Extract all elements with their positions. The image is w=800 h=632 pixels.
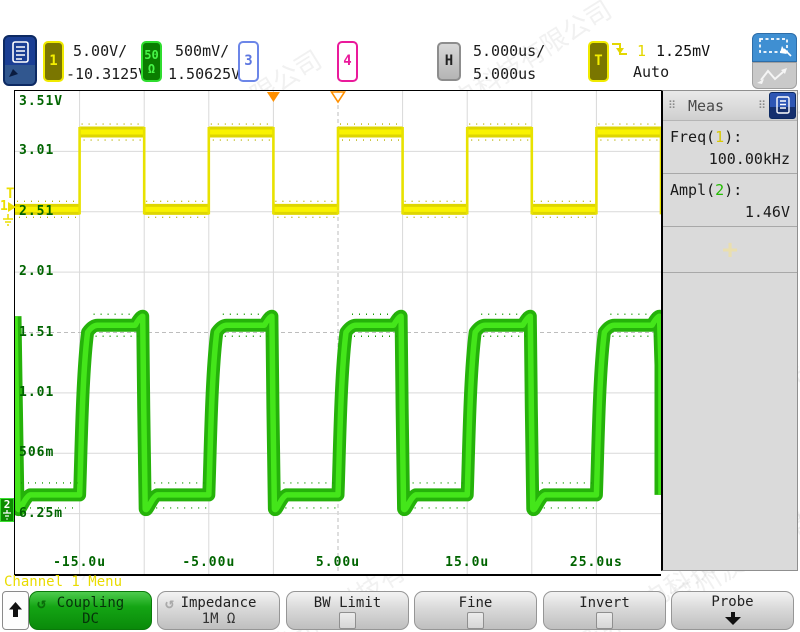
measurement-panel-header[interactable]: ⠿ Meas ⠿ bbox=[663, 91, 797, 121]
channel4-badge[interactable]: 4 bbox=[337, 41, 358, 82]
measurement-label: Ampl(2): bbox=[670, 181, 743, 199]
horizontal-readout[interactable]: 5.000us/ 5.000us bbox=[466, 40, 545, 86]
softkey-impedance[interactable]: ↺ Impedance 1M Ω bbox=[157, 591, 280, 630]
measurement-value: 1.46V bbox=[744, 203, 790, 221]
back-button[interactable] bbox=[2, 591, 29, 630]
measurement-panel: ⠿ Meas ⠿ Freq(1): 100.00kHz Ampl(2): 1.4… bbox=[661, 90, 798, 571]
menu-title: Channel 1 Menu bbox=[4, 574, 123, 590]
y-axis-label: 2.51 bbox=[19, 203, 55, 219]
channel2-badge[interactable]: 50 Ω bbox=[141, 41, 162, 82]
waveform-display[interactable]: 3.51V 3.01 2.51 2.01 1.51 1.01 506m 6.25m -15.0u… bbox=[14, 90, 661, 576]
y-axis-label: 1.01 bbox=[19, 384, 55, 400]
zoom-tools bbox=[752, 33, 797, 89]
trigger-level: 1.25mV bbox=[656, 42, 711, 60]
horizontal-badge[interactable]: H bbox=[437, 42, 461, 81]
horizontal-delay: 5.000us bbox=[473, 65, 537, 83]
cycle-icon: ↺ bbox=[165, 594, 175, 612]
softkey-value: 1M Ω bbox=[201, 611, 236, 627]
x-axis-label: -15.0u bbox=[53, 555, 107, 570]
measurement-panel-title: Meas bbox=[687, 96, 725, 115]
y-axis-label: 3.01 bbox=[19, 143, 55, 159]
softkey-label: BW Limit bbox=[313, 594, 382, 611]
x-axis-label: -5.00u bbox=[182, 555, 236, 570]
trigger-badge-label: T bbox=[594, 53, 603, 69]
softkey-checkbox[interactable] bbox=[467, 611, 484, 629]
channel2-scale: 500mV/ bbox=[175, 42, 230, 60]
channel2-offset: 1.50625V bbox=[168, 65, 241, 83]
measurement-value: 100.00kHz bbox=[708, 150, 790, 168]
trigger-readout[interactable]: 1 1.25mV bbox=[610, 40, 710, 62]
softkey-checkbox[interactable] bbox=[339, 611, 356, 629]
channel1-ground-label: 1 bbox=[0, 199, 8, 214]
y-axis-label: 3.51V bbox=[19, 94, 64, 109]
x-axis-label: 5.00u bbox=[315, 555, 361, 570]
channel1-badge-label: 1 bbox=[49, 53, 58, 69]
top-toolbar: 1 5.00V/ -10.3125V 50 Ω 500mV/ 1.50625V … bbox=[0, 0, 800, 90]
measurement-item[interactable]: Ampl(2): 1.46V bbox=[663, 174, 797, 227]
softkey-probe[interactable]: Probe bbox=[671, 591, 794, 630]
softkey-coupling[interactable]: ↺ Coupling DC bbox=[29, 591, 152, 630]
cycle-icon: ↺ bbox=[37, 594, 47, 612]
grip-dots-icon: ⠿ bbox=[668, 99, 677, 112]
trigger-source: 1 bbox=[637, 42, 647, 60]
delay-reference-marker bbox=[330, 91, 346, 104]
softkey-invert[interactable]: Invert bbox=[543, 591, 666, 630]
softkey-fine[interactable]: Fine bbox=[414, 591, 537, 630]
softkey-label: Invert bbox=[579, 594, 630, 611]
measurement-menu-button[interactable] bbox=[769, 92, 796, 119]
softkey-label: Impedance bbox=[180, 595, 257, 611]
horizontal-scale: 5.000us/ bbox=[473, 42, 546, 60]
y-axis-label: 1.51 bbox=[19, 324, 55, 340]
trigger-time-marker bbox=[266, 92, 280, 102]
measurement-label: Freq(1): bbox=[670, 128, 743, 146]
softkey-label: Probe bbox=[711, 594, 754, 610]
channel4-badge-label: 4 bbox=[343, 53, 352, 69]
down-arrow-icon bbox=[723, 612, 743, 629]
menu-list-icon bbox=[771, 96, 795, 120]
x-axis-label: 25.0us bbox=[569, 555, 623, 570]
y-axis-label: 2.01 bbox=[19, 264, 55, 280]
y-axis-label: 506m bbox=[19, 445, 55, 461]
channel2-impedance-label: Ω bbox=[147, 61, 156, 76]
channel1-badge[interactable]: 1 bbox=[43, 41, 64, 82]
rubber-band-zoom-button[interactable] bbox=[752, 33, 797, 62]
up-arrow-icon bbox=[8, 601, 23, 621]
softkey-label: Coupling bbox=[56, 595, 125, 611]
channel2-badge-label: 50 bbox=[144, 47, 159, 62]
channel2-readout[interactable]: 500mV/ 1.50625V bbox=[168, 40, 240, 86]
trigger-level-marker[interactable]: T bbox=[6, 186, 15, 202]
channel1-readout[interactable]: 5.00V/ -10.3125V bbox=[66, 40, 147, 86]
trigger-badge[interactable]: T bbox=[588, 41, 609, 82]
add-measurement-button[interactable]: + bbox=[663, 227, 797, 273]
horizontal-badge-label: H bbox=[444, 53, 454, 69]
softkey-label: Fine bbox=[458, 594, 493, 611]
menu-button[interactable] bbox=[3, 35, 37, 86]
softkey-bw-limit[interactable]: BW Limit bbox=[286, 591, 409, 630]
waveform-scroll-button[interactable] bbox=[752, 62, 797, 89]
channel2-ground-label: 2 bbox=[3, 498, 11, 511]
y-axis-label: 6.25m bbox=[19, 505, 64, 521]
softkey-checkbox[interactable] bbox=[596, 611, 613, 629]
trigger-falling-edge-icon bbox=[610, 40, 629, 63]
zigzag-arrows-icon bbox=[753, 68, 796, 91]
trigger-mode: Auto bbox=[633, 63, 670, 81]
channel3-badge-label: 3 bbox=[244, 53, 253, 69]
channel1-ground-icon bbox=[2, 212, 14, 231]
selection-rectangle-icon bbox=[753, 38, 796, 64]
channel3-badge[interactable]: 3 bbox=[238, 41, 259, 82]
grip-dots-icon: ⠿ bbox=[757, 99, 766, 112]
x-axis-label: 15.0u bbox=[445, 555, 490, 570]
menu-list-icon bbox=[5, 41, 35, 86]
softkey-value: DC bbox=[82, 611, 99, 627]
channel1-ground-marker[interactable]: 1 bbox=[0, 199, 16, 214]
channel1-scale: 5.00V/ bbox=[73, 42, 128, 60]
channel1-offset: -10.3125V bbox=[66, 65, 148, 83]
channel2-ground-marker[interactable]: 2 bbox=[0, 498, 14, 522]
measurement-item[interactable]: Freq(1): 100.00kHz bbox=[663, 121, 797, 174]
